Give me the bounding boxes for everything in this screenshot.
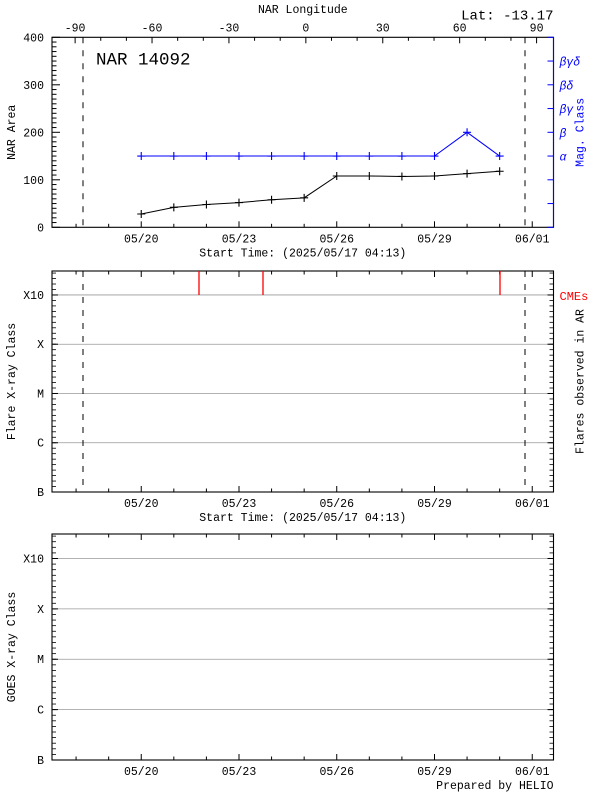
svg-text:β: β xyxy=(559,128,567,141)
svg-text:05/23: 05/23 xyxy=(222,766,257,779)
svg-text:X: X xyxy=(37,604,44,617)
svg-text:M: M xyxy=(37,654,44,667)
svg-text:βδ: βδ xyxy=(559,80,574,93)
svg-text:05/26: 05/26 xyxy=(319,498,354,511)
svg-text:-90: -90 xyxy=(65,22,86,35)
svg-text:05/23: 05/23 xyxy=(222,233,257,246)
svg-text:Prepared by HELIO: Prepared by HELIO xyxy=(436,780,553,793)
svg-text:α: α xyxy=(560,152,568,165)
svg-text:200: 200 xyxy=(23,127,44,140)
svg-text:05/26: 05/26 xyxy=(319,233,354,246)
svg-text:05/29: 05/29 xyxy=(417,766,452,779)
svg-text:βγ: βγ xyxy=(559,104,575,117)
svg-text:NAR 14092: NAR 14092 xyxy=(96,50,191,70)
svg-text:05/23: 05/23 xyxy=(222,498,257,511)
svg-text:06/01: 06/01 xyxy=(515,766,550,779)
svg-text:05/29: 05/29 xyxy=(417,498,452,511)
svg-text:100: 100 xyxy=(23,175,44,188)
svg-text:06/01: 06/01 xyxy=(515,233,550,246)
svg-text:X10: X10 xyxy=(23,554,44,567)
svg-text:30: 30 xyxy=(376,22,390,35)
svg-text:400: 400 xyxy=(23,32,44,45)
svg-text:GOES X-ray Class: GOES X-ray Class xyxy=(6,592,19,702)
svg-text:C: C xyxy=(37,705,44,718)
svg-text:05/26: 05/26 xyxy=(319,766,354,779)
svg-text:βγδ: βγδ xyxy=(559,57,581,70)
svg-text:X: X xyxy=(37,339,44,352)
svg-text:Start Time: (2025/05/17 04:13): Start Time: (2025/05/17 04:13) xyxy=(199,512,406,525)
svg-text:C: C xyxy=(37,438,44,451)
svg-text:NAR Area: NAR Area xyxy=(6,105,19,160)
svg-text:B: B xyxy=(37,487,44,500)
svg-text:05/20: 05/20 xyxy=(124,233,159,246)
svg-text:300: 300 xyxy=(23,80,44,93)
svg-text:0: 0 xyxy=(302,22,309,35)
svg-text:X10: X10 xyxy=(23,290,44,303)
svg-text:M: M xyxy=(37,389,44,402)
svg-text:06/01: 06/01 xyxy=(515,498,550,511)
svg-text:05/20: 05/20 xyxy=(124,766,159,779)
svg-text:Mag. Class: Mag. Class xyxy=(575,98,588,167)
svg-text:Flare X-ray Class: Flare X-ray Class xyxy=(6,323,19,440)
svg-text:Start Time: (2025/05/17 04:13): Start Time: (2025/05/17 04:13) xyxy=(199,247,406,260)
svg-text:-30: -30 xyxy=(219,22,240,35)
svg-text:CMEs: CMEs xyxy=(560,290,589,304)
svg-text:-60: -60 xyxy=(142,22,163,35)
svg-text:Lat: -13.17: Lat: -13.17 xyxy=(461,9,553,25)
svg-text:NAR Longitude: NAR Longitude xyxy=(258,4,348,17)
svg-text:0: 0 xyxy=(37,222,44,235)
svg-text:B: B xyxy=(37,755,44,768)
svg-text:05/20: 05/20 xyxy=(124,498,159,511)
svg-text:05/29: 05/29 xyxy=(417,233,452,246)
svg-text:Flares observed in AR: Flares observed in AR xyxy=(575,309,588,454)
